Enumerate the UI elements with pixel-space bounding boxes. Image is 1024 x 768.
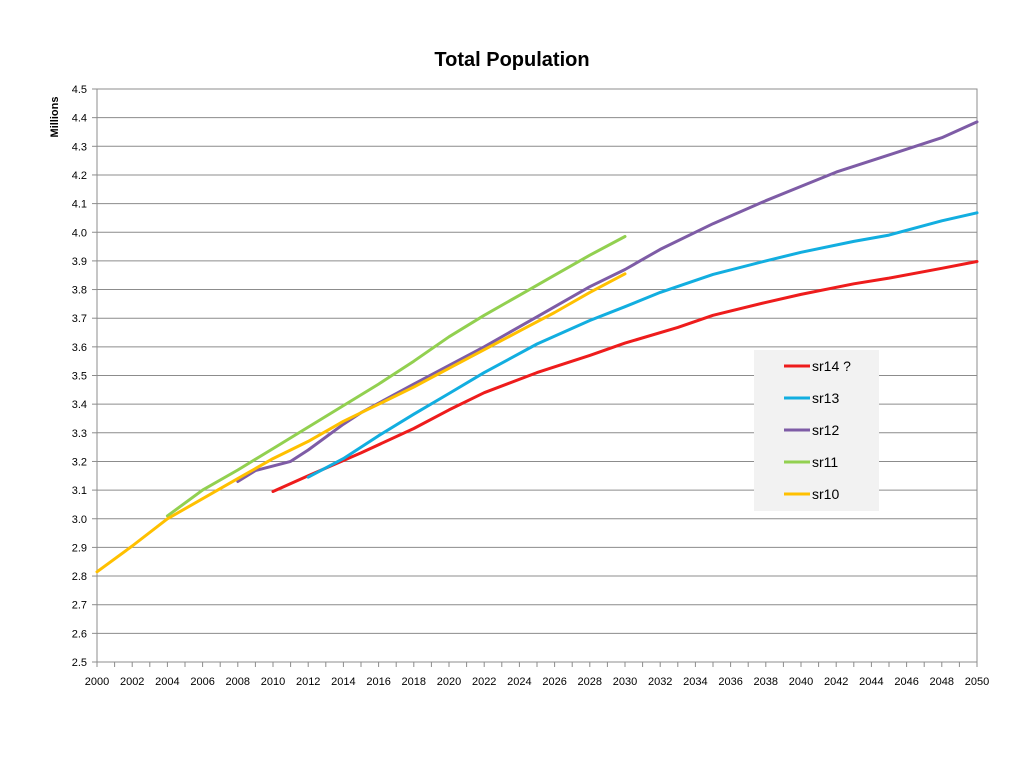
y-tick-label: 3.7: [72, 313, 87, 325]
y-tick-label: 4.5: [72, 84, 87, 96]
x-tick-label: 2038: [754, 676, 778, 688]
x-tick-label: 2022: [472, 676, 496, 688]
legend: sr14 ? sr13 sr12 sr11 sr10: [754, 350, 879, 511]
x-tick-label: 2008: [226, 676, 250, 688]
y-tick-label: 2.6: [72, 628, 87, 640]
legend-label: sr13: [812, 390, 839, 406]
y-tick-label: 3.2: [72, 456, 87, 468]
x-tick-labels: 2000 2002 2004 2006 2008 2010 2012 2014 2016 2018…: [85, 662, 989, 688]
y-tick-label: 3.1: [72, 485, 87, 497]
series-line-sr13: [306, 211, 979, 479]
x-tick-label: 2002: [120, 676, 144, 688]
y-tick-label: 2.9: [72, 542, 87, 554]
x-tick-label: 2042: [824, 676, 848, 688]
legend-box: [754, 350, 879, 511]
y-tick-label: 3.5: [72, 371, 87, 383]
legend-label: sr14 ?: [812, 358, 851, 374]
axes: [96, 88, 978, 663]
chart-title: Total Population: [434, 49, 589, 71]
y-tick-label: 2.5: [72, 657, 87, 669]
x-tick-label: 2046: [894, 676, 918, 688]
x-tick-label: 2004: [155, 676, 179, 688]
y-tick-label: 2.7: [72, 600, 87, 612]
y-tick-label: 3.6: [72, 342, 87, 354]
y-axis-label: Millions: [49, 97, 61, 138]
x-tick-label: 2006: [190, 676, 214, 688]
x-tick-label: 2014: [331, 676, 355, 688]
x-tick-label: 2048: [930, 676, 954, 688]
y-tick-label: 3.3: [72, 428, 87, 440]
x-tick-label: 2010: [261, 676, 285, 688]
y-tick-labels: 2.5 2.6 2.7 2.8 2.9 3.0 3.1 3.2 3.3 3.4 3.5 3.6 3.7 3…: [72, 84, 97, 669]
y-tick-label: 4.3: [72, 141, 87, 153]
x-tick-label: 2030: [613, 676, 637, 688]
y-tick-label: 4.0: [72, 227, 87, 239]
legend-label: sr12: [812, 422, 839, 438]
x-tick-label: 2020: [437, 676, 461, 688]
x-tick-label: 2000: [85, 676, 109, 688]
x-tick-label: 2024: [507, 676, 531, 688]
x-tick-label: 2016: [366, 676, 390, 688]
x-tick-label: 2012: [296, 676, 320, 688]
y-tick-label: 4.1: [72, 199, 87, 211]
x-tick-label: 2018: [402, 676, 426, 688]
y-tick-label: 4.4: [72, 113, 87, 125]
x-tick-label: 2036: [718, 676, 742, 688]
series-line-sr10: [95, 272, 627, 574]
y-tick-label: 3.4: [72, 399, 87, 411]
plot-area-border: [96, 88, 978, 663]
y-tick-label: 3.0: [72, 514, 87, 526]
y-tick-label: 4.2: [72, 170, 87, 182]
x-tick-label: 2044: [859, 676, 883, 688]
series-line-sr12: [236, 120, 979, 483]
x-tick-label: 2040: [789, 676, 813, 688]
x-tick-label: 2032: [648, 676, 672, 688]
y-tick-label: 3.8: [72, 285, 87, 297]
y-tick-label: 3.9: [72, 256, 87, 268]
x-tick-label: 2028: [578, 676, 602, 688]
x-tick-label: 2050: [965, 676, 989, 688]
x-tick-label: 2034: [683, 676, 707, 688]
legend-label: sr10: [812, 486, 839, 502]
series-lines: [95, 120, 979, 574]
y-tick-label: 2.8: [72, 571, 87, 583]
legend-label: sr11: [812, 454, 838, 470]
series-line-sr14: [271, 260, 979, 493]
x-tick-label: 2026: [542, 676, 566, 688]
series-line-sr11: [165, 235, 627, 518]
